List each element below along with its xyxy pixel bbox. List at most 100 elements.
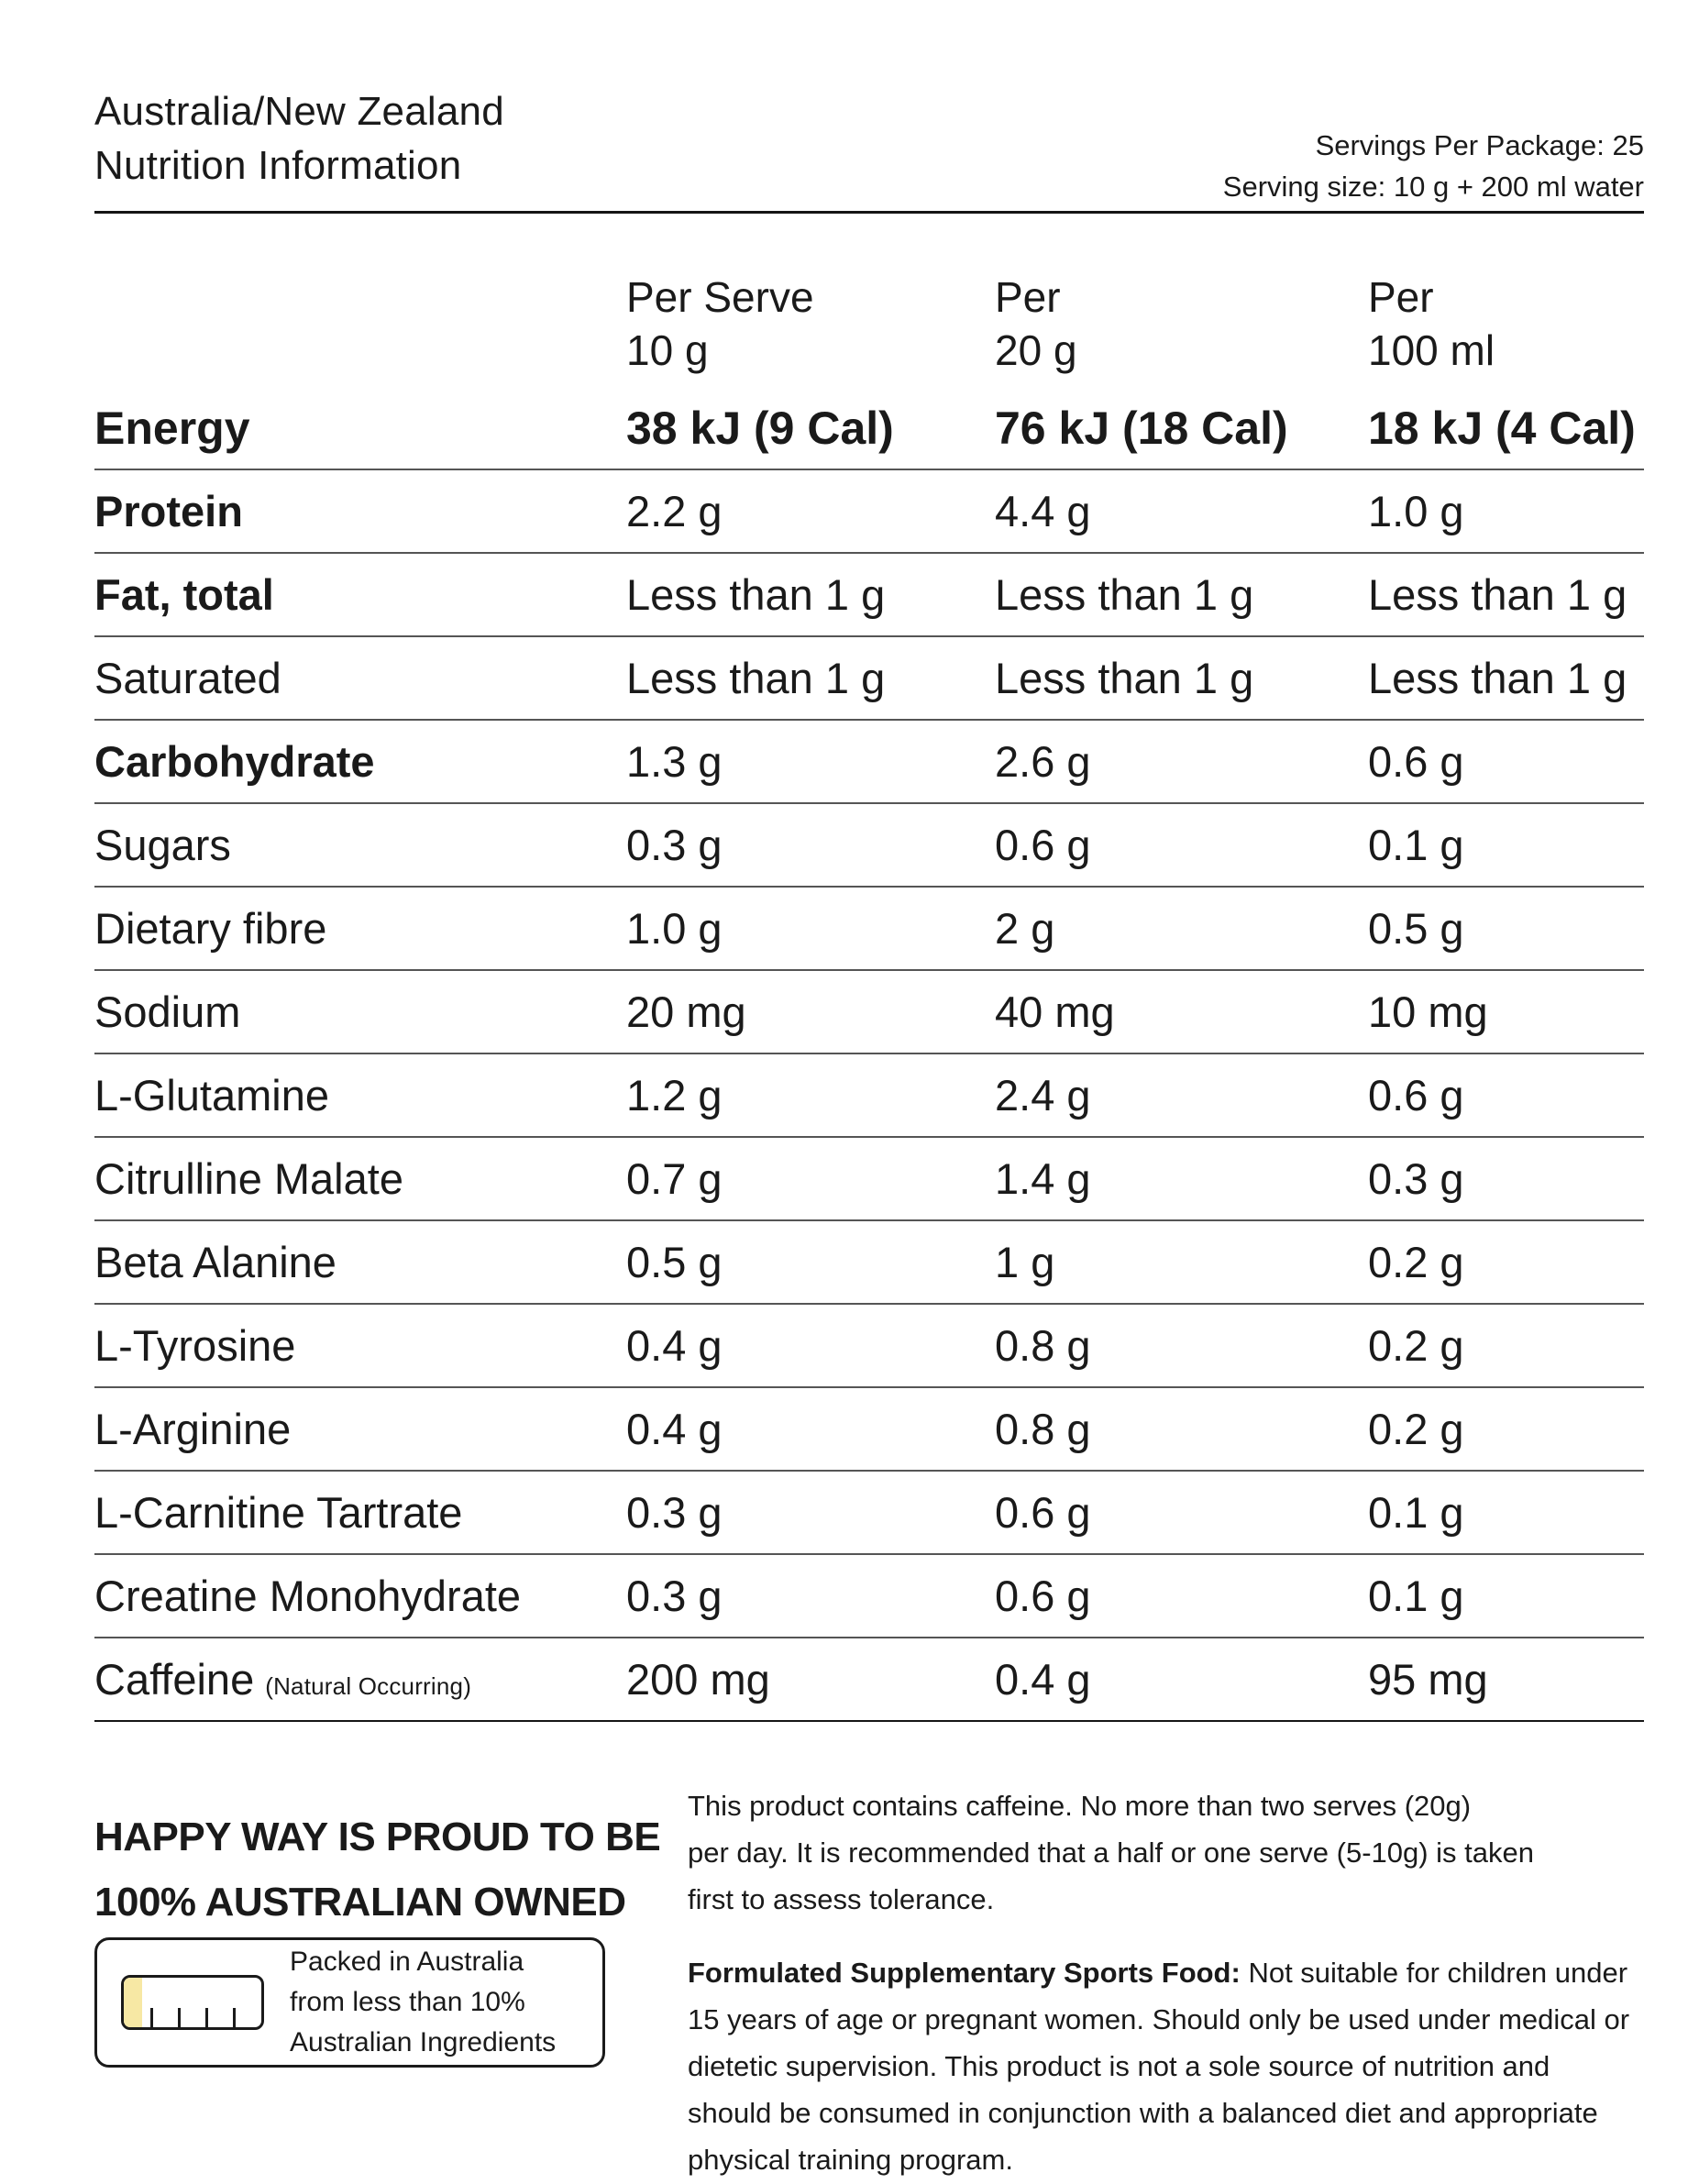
row-value-per-20g: 4.4 g: [995, 487, 1091, 535]
row-value-per-20g: 0.4 g: [995, 1655, 1091, 1704]
formulated-sports-food-notice: Formulated Supplementary Sports Food: No…: [688, 1949, 1632, 2183]
row-label: L-Tyrosine: [94, 1320, 626, 1371]
row-label: Citrulline Malate: [94, 1153, 626, 1204]
row-value-per-20g: 2 g: [995, 904, 1055, 953]
row-value-per-20g: 0.6 g: [995, 821, 1091, 869]
nutrient-name: Creatine Monohydrate: [94, 1572, 522, 1620]
bar-fill: [124, 1978, 142, 2027]
row-label: Caffeine (Natural Occurring): [94, 1654, 626, 1704]
row-value-per-20g: 2.6 g: [995, 737, 1091, 786]
row-value-per-serve: 1.3 g: [626, 737, 723, 786]
table-row: Creatine Monohydrate 0.3 g 0.6 g 0.1 g: [94, 1555, 1644, 1638]
row-value-per-serve: 0.3 g: [626, 821, 723, 869]
row-value-per-serve: 1.0 g: [626, 904, 723, 953]
nutrient-name: Sugars: [94, 821, 231, 869]
nutrient-name: L-Glutamine: [94, 1071, 329, 1120]
row-value-per-serve: Less than 1 g: [626, 570, 886, 619]
formulated-sports-food-label: Formulated Supplementary Sports Food:: [688, 1957, 1241, 1989]
bar-tick: [149, 2008, 153, 2027]
nutrient-name: Caffeine: [94, 1655, 255, 1704]
nutrient-name-note: (Natural Occurring): [265, 1672, 472, 1700]
row-value-per-100ml: 0.5 g: [1368, 904, 1464, 953]
column-header-per-serve: Per Serve 10 g: [626, 270, 995, 377]
servings-per-package: Servings Per Package: 25: [1315, 129, 1644, 161]
table-row: L-Tyrosine 0.4 g 0.8 g 0.2 g: [94, 1305, 1644, 1388]
bar-tick: [204, 2008, 208, 2027]
table-row: Caffeine (Natural Occurring) 200 mg 0.4 …: [94, 1638, 1644, 1722]
row-label: Protein: [94, 486, 626, 536]
nutrient-name: L-Carnitine Tartrate: [94, 1488, 463, 1537]
advisory-notices: This product contains caffeine. No more …: [688, 1782, 1632, 2183]
row-value-per-100ml: Less than 1 g: [1368, 570, 1627, 619]
row-value-per-100ml: 95 mg: [1368, 1655, 1488, 1704]
row-value-per-serve: 38 kJ (9 Cal): [626, 402, 894, 454]
page-title-line1: Australia/New Zealand: [94, 89, 504, 134]
column-header-text: Per: [1368, 273, 1434, 321]
row-value-per-20g: 1 g: [995, 1238, 1055, 1286]
nutrient-name: Dietary fibre: [94, 904, 327, 953]
row-value-per-100ml: 0.1 g: [1368, 1488, 1464, 1537]
nutrition-table: Per Serve 10 g Per 20 g Per 100 ml Energ…: [94, 214, 1644, 1722]
row-label: Carbohydrate: [94, 736, 626, 787]
column-header-per-100ml: Per 100 ml: [1368, 270, 1644, 377]
row-value-per-100ml: 0.6 g: [1368, 737, 1464, 786]
row-value-per-100ml: Less than 1 g: [1368, 654, 1627, 702]
table-row: L-Glutamine 1.2 g 2.4 g 0.6 g: [94, 1054, 1644, 1138]
row-value-per-serve: 0.5 g: [626, 1238, 723, 1286]
row-label: Beta Alanine: [94, 1237, 626, 1287]
column-header-text: Per: [995, 273, 1061, 321]
row-value-per-20g: Less than 1 g: [995, 654, 1254, 702]
packed-label-line3: Australian Ingredients: [290, 2027, 557, 2057]
row-value-per-serve: Less than 1 g: [626, 654, 886, 702]
row-value-per-serve: 200 mg: [626, 1655, 770, 1704]
nutrient-name: Energy: [94, 402, 250, 454]
row-value-per-serve: 20 mg: [626, 987, 746, 1036]
packed-label: Packed in Australia from less than 10% A…: [290, 1942, 556, 2063]
row-value-per-serve: 1.2 g: [626, 1071, 723, 1120]
ownership-heading-line2: 100% AUSTRALIAN OWNED: [94, 1880, 626, 1925]
nutrient-name: Fat, total: [94, 570, 274, 619]
row-value-per-serve: 0.3 g: [626, 1488, 723, 1537]
packed-label-line1: Packed in Australia: [290, 1947, 524, 1977]
column-header-text: 100 ml: [1368, 326, 1495, 374]
australian-ingredients-bar-icon: [121, 1975, 264, 2030]
column-header-text: 10 g: [626, 326, 709, 374]
column-header-per-20g: Per 20 g: [995, 270, 1368, 377]
row-value-per-serve: 0.4 g: [626, 1405, 723, 1453]
nutrient-name: Citrulline Malate: [94, 1154, 403, 1203]
row-label: L-Glutamine: [94, 1070, 626, 1120]
row-value-per-100ml: 0.2 g: [1368, 1238, 1464, 1286]
row-label: Sugars: [94, 820, 626, 870]
nutrient-name: Saturated: [94, 654, 281, 702]
nutrient-name: L-Tyrosine: [94, 1321, 296, 1370]
packed-in-australia-badge: Packed in Australia from less than 10% A…: [94, 1937, 605, 2068]
row-value-per-100ml: 18 kJ (4 Cal): [1368, 402, 1636, 454]
row-value-per-100ml: 0.6 g: [1368, 1071, 1464, 1120]
bar-tick: [232, 2008, 236, 2027]
table-row: Saturated Less than 1 g Less than 1 g Le…: [94, 637, 1644, 721]
serving-info: Servings Per Package: 25 Serving size: 1…: [1223, 84, 1644, 207]
row-value-per-100ml: 0.3 g: [1368, 1154, 1464, 1203]
row-value-per-serve: 0.3 g: [626, 1572, 723, 1620]
table-column-headers: Per Serve 10 g Per 20 g Per 100 ml: [94, 214, 1644, 387]
row-label: Dietary fibre: [94, 903, 626, 954]
ownership-heading-line1: HAPPY WAY IS PROUD TO BE: [94, 1814, 661, 1859]
packed-label-line2: from less than 10%: [290, 1987, 525, 2017]
page-title-line2: Nutrition Information: [94, 143, 462, 188]
row-value-per-20g: 0.8 g: [995, 1405, 1091, 1453]
ownership-heading: HAPPY WAY IS PROUD TO BE 100% AUSTRALIAN…: [94, 1804, 661, 1935]
row-label: L-Carnitine Tartrate: [94, 1487, 626, 1538]
caffeine-warning: This product contains caffeine. No more …: [688, 1790, 1535, 1915]
row-value-per-serve: 0.4 g: [626, 1321, 723, 1370]
row-label: L-Arginine: [94, 1404, 626, 1454]
header-divider: [94, 211, 1644, 214]
table-row: Dietary fibre 1.0 g 2 g 0.5 g: [94, 888, 1644, 971]
row-value-per-20g: 40 mg: [995, 987, 1115, 1036]
nutrient-name: L-Arginine: [94, 1405, 292, 1453]
table-row: Carbohydrate 1.3 g 2.6 g 0.6 g: [94, 721, 1644, 804]
row-value-per-20g: 76 kJ (18 Cal): [995, 402, 1288, 454]
bar-tick: [177, 2008, 181, 2027]
table-row: Citrulline Malate 0.7 g 1.4 g 0.3 g: [94, 1138, 1644, 1221]
row-value-per-serve: 0.7 g: [626, 1154, 723, 1203]
table-rows: Energy 38 kJ (9 Cal) 76 kJ (18 Cal) 18 k…: [94, 387, 1644, 1722]
